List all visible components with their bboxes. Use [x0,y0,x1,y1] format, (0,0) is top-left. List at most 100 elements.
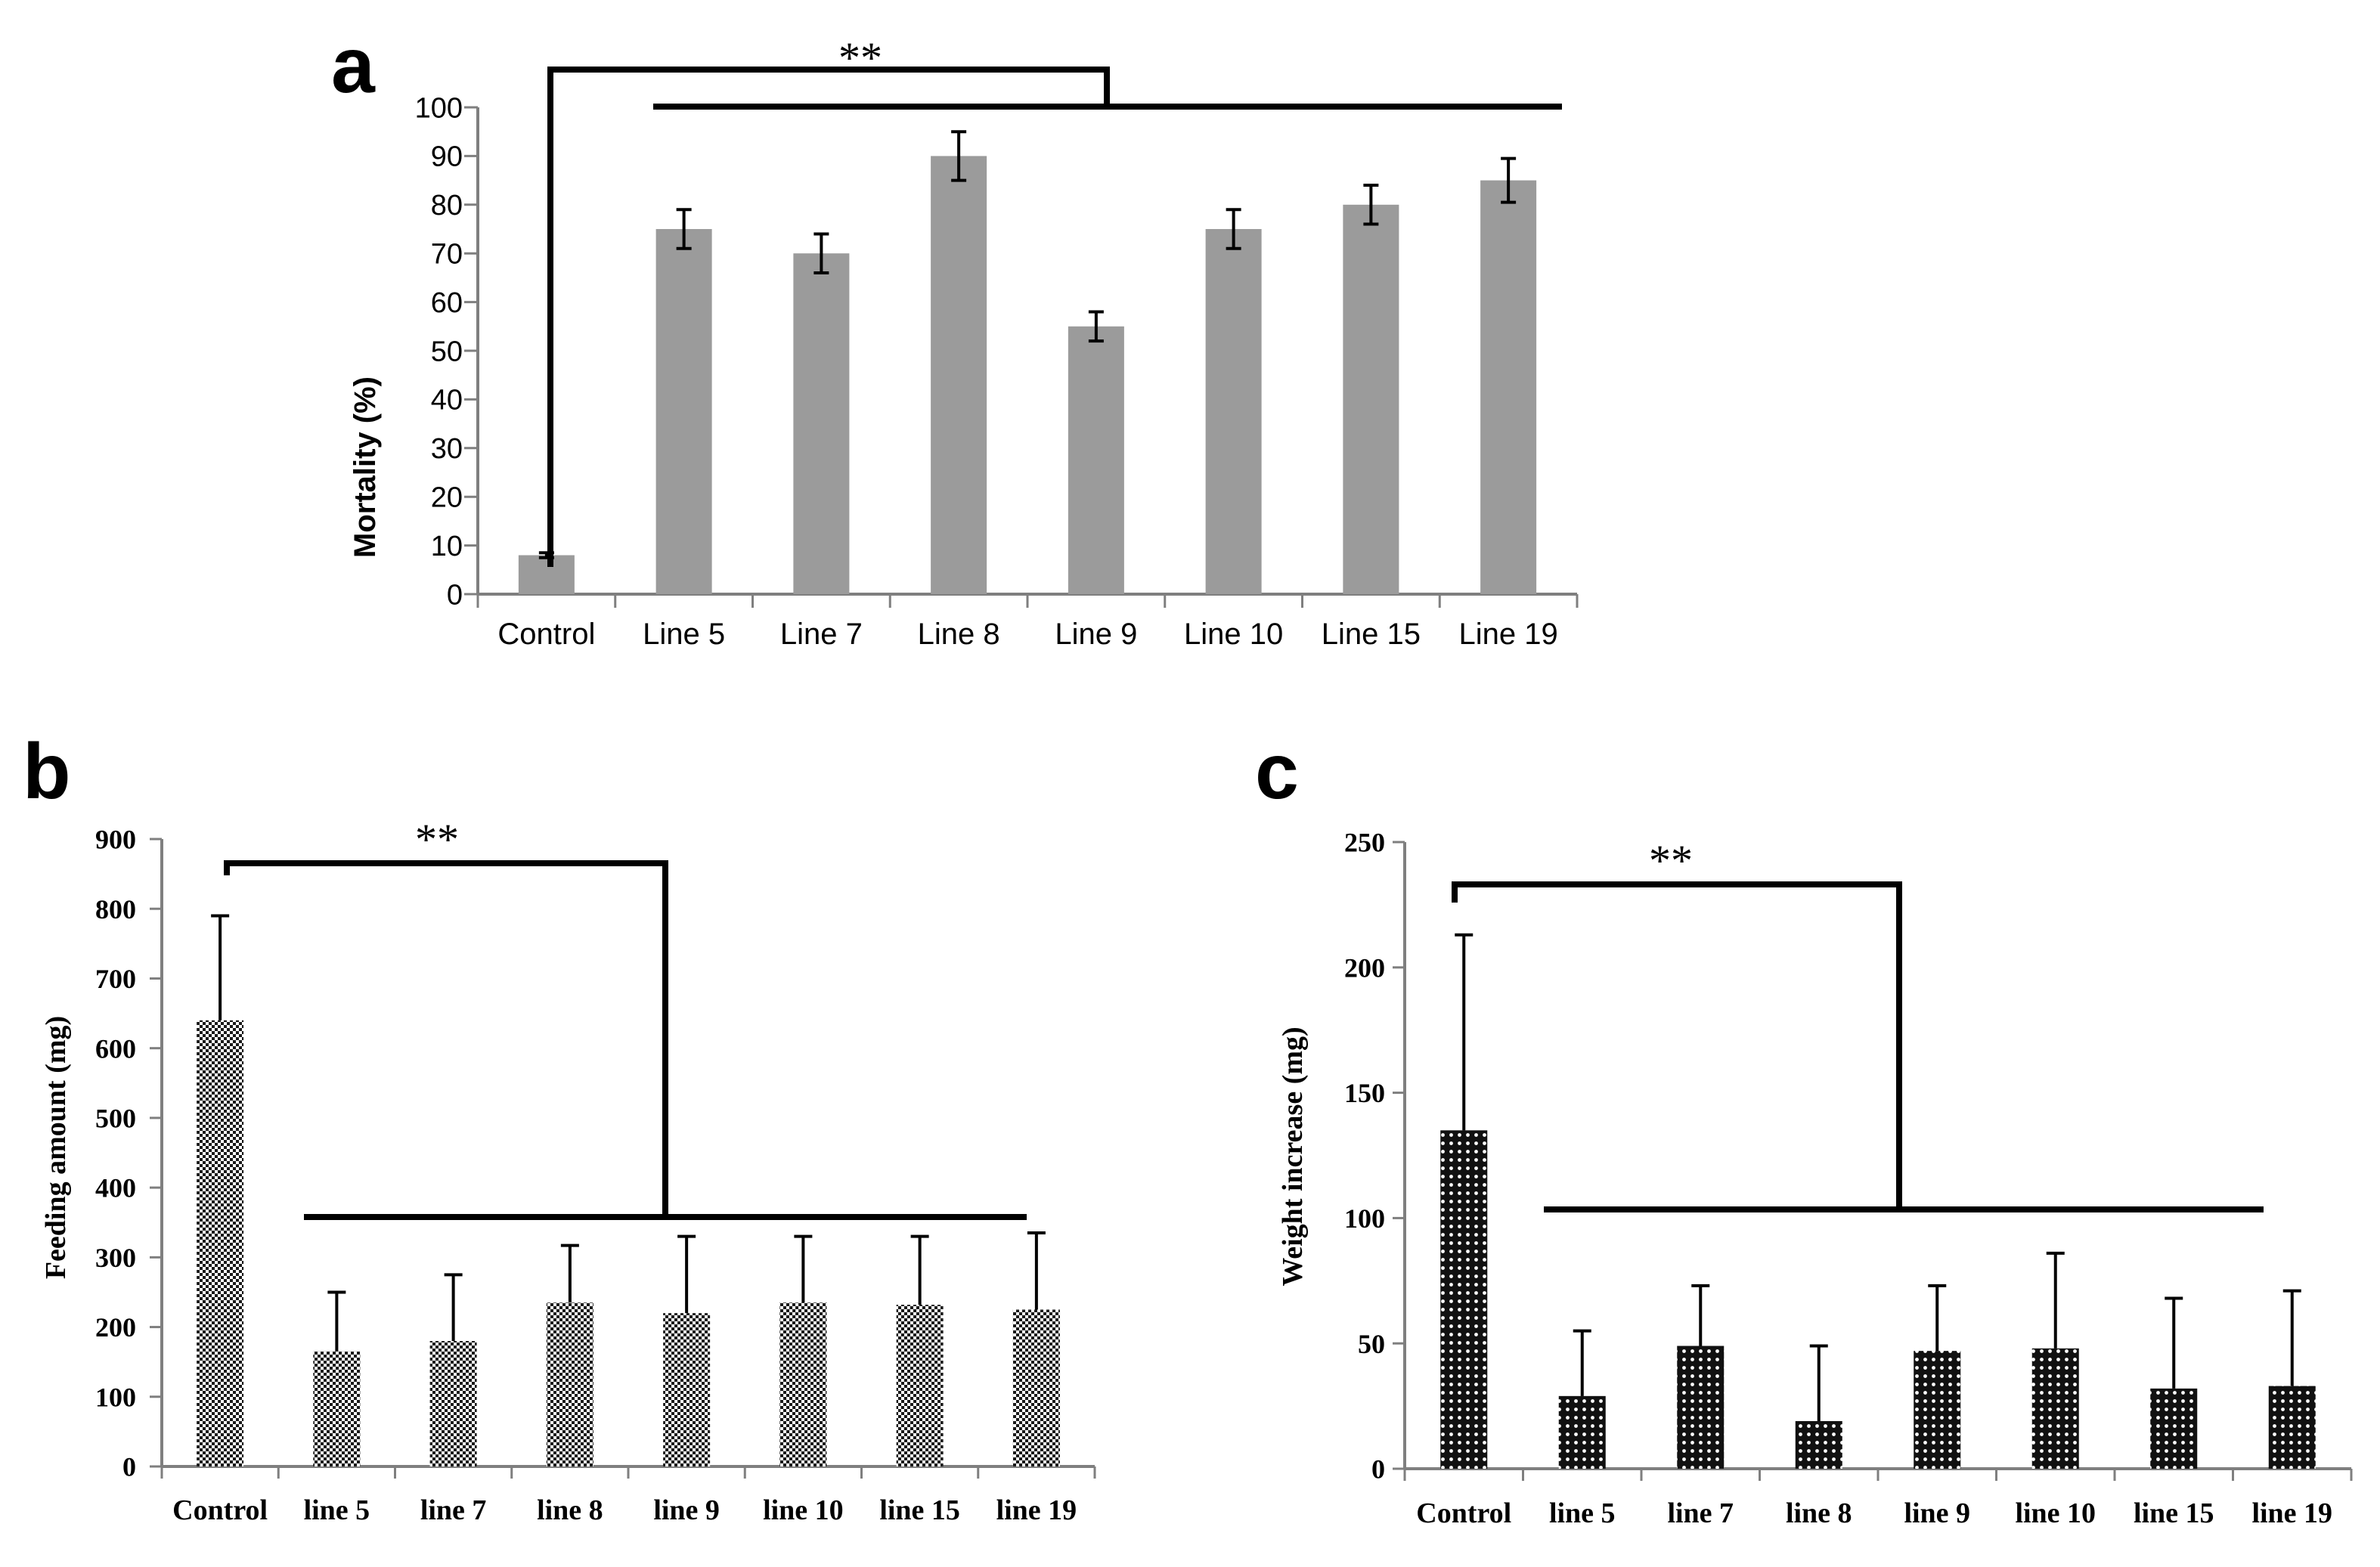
panel-b-x-tick-label: line 9 [653,1494,720,1526]
panel-a-y-tick-label: 90 [431,141,463,173]
panel-a-bar [1480,180,1537,595]
panel-c-x-tick-label: line 8 [1786,1497,1852,1529]
panel-b-y-tick-label: 800 [95,894,136,924]
panel-a-x-tick-label: Line 15 [1322,618,1421,651]
panel-a-bar [1068,326,1124,594]
panel-c-error-bars [1455,933,2301,1421]
panel-b-x-tick-label: line 19 [996,1494,1077,1526]
panel-b-bars [197,1020,1060,1466]
panel-b-x-tick-label: line 7 [420,1494,487,1526]
panel-b-x-tick-label: line 15 [879,1494,960,1526]
panel-a-y-tick-label: 80 [431,190,463,221]
panel-c-y-tick-label: 200 [1344,952,1385,983]
panel-c-bar [1795,1420,1842,1469]
panel-b-x-tick-label: line 5 [304,1494,370,1526]
panel-a-bar [793,253,850,594]
panel-b-error-bars [211,914,1046,1352]
panel-c-axes [1403,842,2353,1481]
panel-b-label: b [23,728,71,816]
panel-a-bar [1343,204,1399,594]
panel-c-bar [2268,1386,2316,1469]
panel-b-ylabel: Feeding amount (mg) [40,1016,72,1279]
panel-c-y-tick-label: 0 [1371,1454,1385,1485]
panel-a-xlabels: Control Line 5 Line 7 Line 8 Line 9 Line 10 Li… [497,618,1557,651]
panel-a-x-tick-label: Line 19 [1459,618,1558,651]
panel-a-error-bars [538,130,1517,559]
panel-b-bar [313,1351,361,1466]
panel-a-axes [476,107,1579,608]
panel-a-bar [931,156,987,594]
panel-c-x-tick-label: line 15 [2134,1497,2214,1529]
panel-b-y-tick-label: 600 [95,1033,136,1064]
panel-c-y-tick-label: 50 [1358,1329,1385,1359]
panel-c-x-tick-label: line 7 [1667,1497,1734,1529]
panel-a-bar [655,229,712,594]
panel-c-significance: ** [1649,836,1693,885]
panel-c-x-tick-label: line 5 [1549,1497,1616,1529]
panel-b-bar [896,1305,944,1466]
panel-b-bar [1012,1309,1060,1466]
panel-b-x-tick-label: Control [172,1494,268,1526]
panel-b-y-tick-label: 900 [95,825,136,855]
panel-b-bar [197,1020,244,1466]
panel-c-y-tick-label: 100 [1344,1203,1385,1234]
panel-c-xlabels: Control line 5 line 7 line 8 line 9 line 10 li… [1416,1497,2332,1529]
panel-c-bar [1558,1395,1606,1469]
panel-a-label: a [331,22,376,110]
panel-a-x-tick-label: Line 7 [780,618,863,651]
panel-a-y-tick-label: 70 [431,239,463,271]
panel-b-significance: ** [415,815,459,864]
panel-a-y-tick-label: 60 [431,287,463,319]
panel-a-y-tick-label: 20 [431,482,463,514]
panel-a-significance-bracket [547,67,1562,567]
panel-a-significance: ** [838,33,882,82]
panel-a: a Mortality (%) 0 10 20 30 40 50 60 70 80 90 100 C… [331,22,1579,651]
panel-b-xlabels: Control line 5 line 7 line 8 line 9 line 10 li… [172,1494,1077,1526]
panel-a-y-tick-label: 100 [415,92,463,124]
panel-c-ylabel: Weight increase (mg) [1277,1027,1309,1286]
panel-b-y-tick-label: 700 [95,964,136,994]
panel-b-bar [546,1302,593,1466]
panel-b-bar [663,1313,711,1466]
panel-c-x-tick-label: line 19 [2251,1497,2332,1529]
panel-c-bracket-left [1452,881,1902,1209]
panel-a-y-tick-label: 10 [431,531,463,562]
panel-a-bars [518,156,1537,595]
panel-b-bracket-left [224,860,668,1217]
panel-b-significance-bracket [224,860,1027,1220]
panel-a-x-tick-label: Line 8 [918,618,1000,651]
panel-c-bar [2031,1348,2079,1469]
panel-a-bar [518,555,575,594]
panel-c-yticks: 0 50 100 150 200 250 [1344,828,1405,1485]
panel-b-y-tick-label: 300 [95,1243,136,1273]
panel-c: c Weight increase (mg) 0 50 100 150 200 250 C… [1255,728,2353,1529]
panel-b-y-tick-label: 0 [122,1452,136,1482]
panel-b-y-tick-label: 400 [95,1173,136,1203]
panel-a-y-tick-label: 0 [447,579,463,611]
panel-a-x-tick-label: Line 9 [1055,618,1137,651]
panel-c-x-tick-label: Control [1416,1497,1511,1529]
panel-c-bar [1677,1346,1725,1469]
panel-c-bar [1914,1351,1961,1469]
panel-a-yticks: 0 10 20 30 40 50 60 70 80 90 100 [415,92,478,611]
panel-c-bar [2150,1388,2198,1469]
panel-b-bar [429,1341,477,1466]
panel-a-x-tick-label: Control [497,618,595,651]
panel-c-x-tick-label: line 9 [1904,1497,1970,1529]
panel-b-y-tick-label: 500 [95,1103,136,1133]
panel-c-y-tick-label: 150 [1344,1078,1385,1108]
panel-c-bars [1440,1130,2316,1469]
panel-a-bracket-left [547,67,1110,567]
panel-c-significance-bracket [1452,881,2264,1212]
panel-a-bar [1205,229,1262,594]
panel-a-y-tick-label: 50 [431,336,463,367]
panel-c-bar [1440,1130,1488,1469]
panel-a-y-tick-label: 30 [431,433,463,465]
panel-b-x-tick-label: line 10 [763,1494,844,1526]
panel-c-x-tick-label: line 10 [2015,1497,2096,1529]
panel-a-ylabel: Mortality (%) [349,376,382,558]
panel-b-x-tick-label: line 8 [537,1494,603,1526]
panel-a-x-tick-label: Line 5 [643,618,725,651]
panel-a-x-tick-label: Line 10 [1184,618,1283,651]
